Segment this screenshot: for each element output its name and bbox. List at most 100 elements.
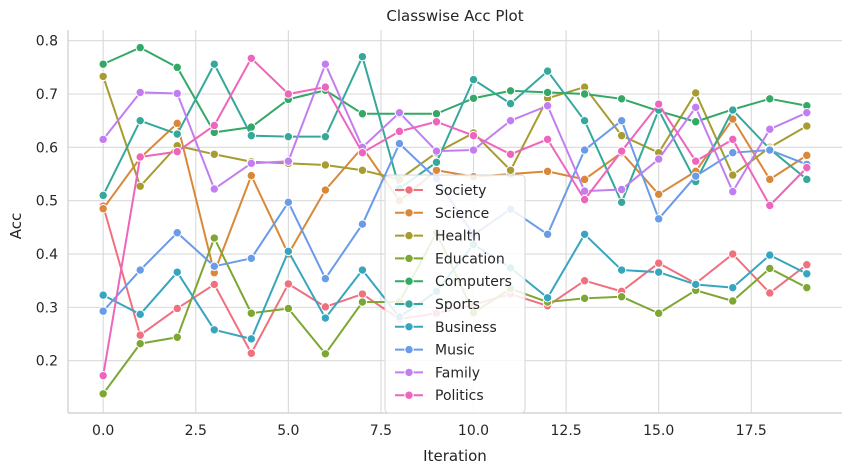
legend-label: Music (435, 343, 475, 359)
data-point-politics (431, 117, 442, 127)
legend-swatch-marker (404, 230, 414, 241)
data-point-education (765, 263, 775, 274)
data-point-education (98, 389, 108, 399)
data-point-family (616, 184, 627, 195)
data-point-music (394, 138, 405, 149)
legend-swatch-marker (404, 344, 414, 355)
data-point-music (246, 253, 257, 264)
data-point-education (579, 293, 590, 304)
data-point-health (209, 149, 219, 159)
data-point-family (172, 88, 182, 99)
data-point-sports (98, 190, 108, 201)
data-point-politics (135, 152, 145, 162)
data-point-music (135, 265, 145, 275)
data-point-science (802, 150, 812, 161)
data-point-computers (505, 86, 516, 96)
data-point-sports (172, 129, 182, 139)
x-axis-title: Iteration (423, 447, 487, 465)
data-point-business (209, 325, 219, 335)
data-point-politics (579, 194, 590, 205)
data-point-computers (579, 89, 590, 99)
legend-label: Health (435, 229, 481, 245)
series-politics (98, 53, 812, 381)
data-point-politics (320, 82, 331, 92)
legend-label: Education (435, 251, 505, 267)
data-point-music (542, 229, 553, 240)
data-point-society (246, 348, 257, 358)
data-point-society (283, 279, 294, 289)
data-point-music (320, 273, 331, 284)
data-point-business (691, 279, 701, 290)
series-line-politics (102, 57, 808, 376)
data-point-business (542, 293, 553, 303)
data-point-science (320, 185, 331, 195)
data-point-politics (616, 146, 627, 156)
data-point-music (765, 145, 775, 155)
data-point-family (728, 186, 738, 197)
data-point-society (802, 260, 812, 270)
data-point-family (209, 184, 219, 194)
data-point-education (172, 332, 182, 342)
legend-swatch-marker (404, 390, 414, 400)
data-point-education (802, 282, 812, 293)
y-tick-labels: 0.2 0.3 0.4 0.5 0.6 0.7 0.8 (36, 34, 58, 370)
legend-label: Society (435, 183, 486, 199)
data-point-family (468, 145, 479, 155)
data-point-sports (209, 59, 219, 69)
data-point-music (357, 219, 368, 229)
series-education (98, 228, 812, 399)
data-point-education (320, 349, 331, 359)
data-point-family (135, 87, 145, 98)
data-point-politics (765, 200, 775, 211)
legend-item-education: Education (395, 251, 505, 267)
y-tick-label: 0.2 (36, 354, 58, 370)
data-point-music (209, 261, 219, 272)
series-line-health (102, 76, 808, 188)
data-point-society (209, 279, 219, 290)
series-family (98, 59, 812, 197)
data-point-sports (579, 115, 590, 126)
legend-swatch-marker (404, 185, 414, 195)
data-point-education (653, 308, 664, 318)
data-point-sports (246, 130, 257, 141)
y-tick-label: 0.7 (36, 87, 58, 103)
data-point-politics (542, 134, 553, 145)
data-point-society (357, 289, 368, 299)
data-point-family (653, 154, 664, 164)
data-point-health (98, 71, 108, 82)
y-tick-label: 0.4 (36, 247, 58, 263)
data-point-business (728, 282, 738, 293)
data-point-business (765, 250, 775, 260)
y-tick-label: 0.5 (36, 194, 58, 210)
data-point-politics (357, 147, 368, 158)
data-point-sports (431, 157, 442, 167)
data-point-business (579, 229, 590, 240)
data-point-society (653, 258, 664, 268)
data-point-business (172, 267, 182, 277)
legend-swatch-marker (404, 208, 414, 218)
data-point-computers (357, 109, 368, 119)
legend-label: Politics (435, 388, 484, 404)
legend-label: Science (435, 206, 489, 222)
data-point-politics (98, 370, 108, 381)
data-point-family (283, 156, 294, 166)
legend-label: Sports (435, 297, 480, 313)
data-point-business (802, 269, 812, 279)
legend-swatch-marker (404, 367, 414, 378)
data-point-society (320, 302, 331, 312)
x-tick-label: 2.5 (185, 423, 207, 439)
data-point-science (653, 189, 664, 199)
x-tick-label: 12.5 (551, 423, 582, 439)
data-point-music (691, 171, 701, 181)
data-point-computers (468, 93, 479, 103)
data-point-education (209, 233, 219, 243)
data-point-music (172, 228, 182, 238)
y-axis-title: Acc (7, 213, 25, 240)
legend-item-science: Science (395, 206, 489, 222)
data-point-business (98, 290, 108, 300)
data-point-politics (802, 162, 812, 173)
series-line-family (102, 63, 808, 193)
series-line-computers (102, 46, 808, 134)
data-point-family (505, 115, 516, 126)
x-tick-label: 17.5 (736, 423, 767, 439)
